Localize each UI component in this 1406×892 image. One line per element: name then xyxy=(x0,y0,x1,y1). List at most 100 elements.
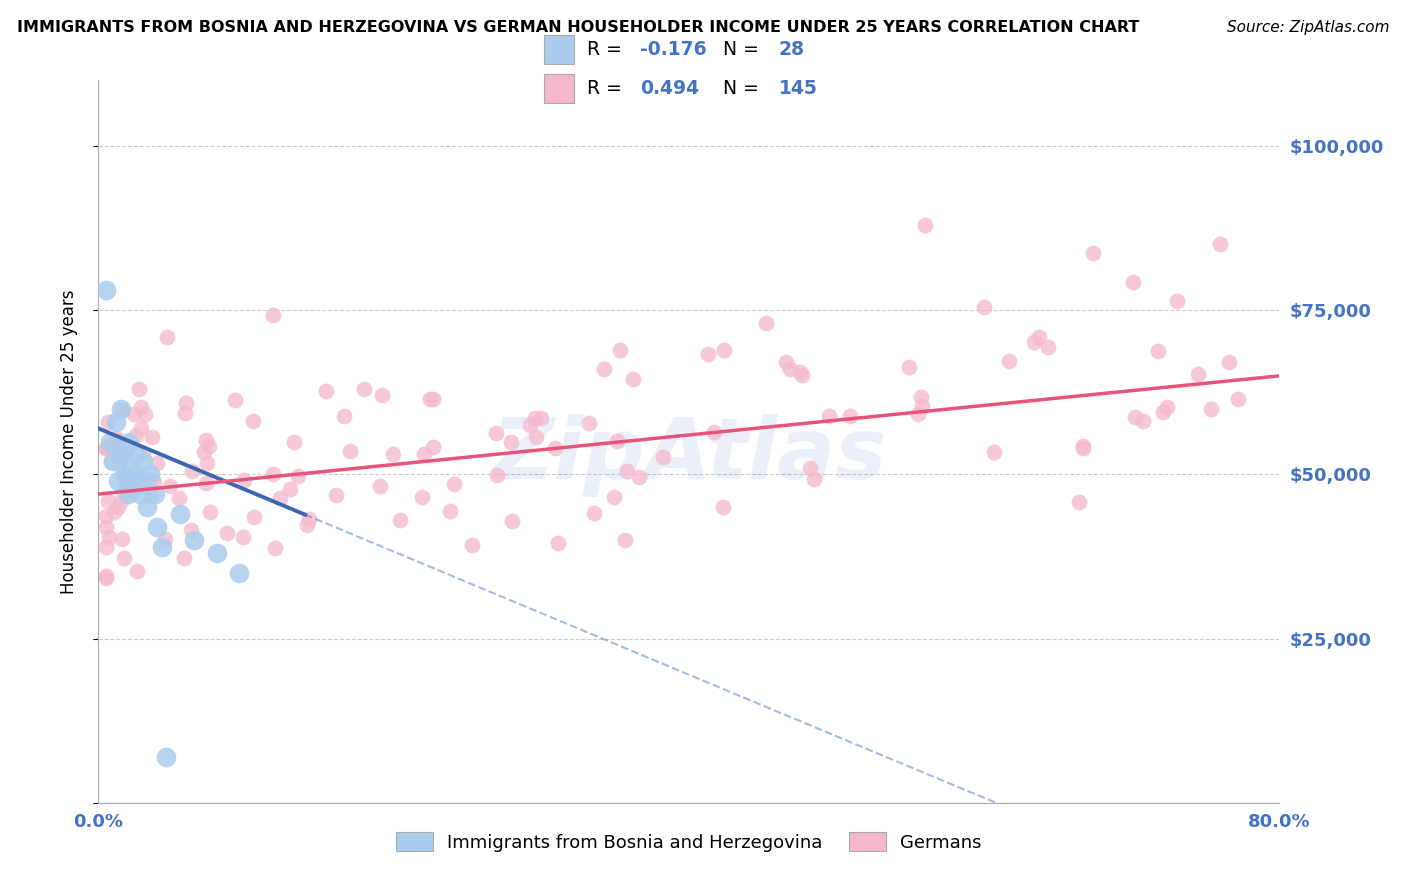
Point xyxy=(1069,494,1091,508)
Text: ZipAtlas: ZipAtlas xyxy=(491,415,887,498)
Point xyxy=(159,479,181,493)
Point xyxy=(287,469,309,483)
Point xyxy=(818,409,841,424)
Point xyxy=(150,540,173,554)
Point xyxy=(422,440,444,454)
Point xyxy=(128,382,150,396)
Point xyxy=(283,434,305,449)
Point xyxy=(799,461,821,475)
Point xyxy=(180,524,202,538)
Point xyxy=(115,441,138,455)
Text: -0.176: -0.176 xyxy=(640,40,707,59)
Point xyxy=(131,421,153,435)
Point xyxy=(156,330,179,344)
Point xyxy=(96,509,118,524)
Point xyxy=(775,355,797,369)
Point xyxy=(1071,442,1094,456)
Point xyxy=(195,433,218,447)
Text: IMMIGRANTS FROM BOSNIA AND HERZEGOVINA VS GERMAN HOUSEHOLDER INCOME UNDER 25 YEA: IMMIGRANTS FROM BOSNIA AND HERZEGOVINA V… xyxy=(17,20,1139,35)
Point xyxy=(103,505,125,519)
Point xyxy=(169,507,191,521)
Point xyxy=(911,399,934,413)
Point xyxy=(461,538,484,552)
Point xyxy=(499,435,522,450)
Point xyxy=(907,408,929,422)
Point xyxy=(198,505,221,519)
Point xyxy=(602,490,624,504)
Point xyxy=(333,409,356,423)
Point xyxy=(132,454,155,468)
Point xyxy=(128,478,150,492)
FancyBboxPatch shape xyxy=(544,35,574,64)
Point xyxy=(107,457,129,471)
Point xyxy=(94,520,117,534)
Point xyxy=(368,479,391,493)
Point xyxy=(1152,405,1174,419)
Point xyxy=(792,368,814,382)
Point xyxy=(115,439,138,453)
Point xyxy=(131,446,153,460)
Point xyxy=(593,361,616,376)
Point xyxy=(621,372,644,386)
Point xyxy=(547,536,569,550)
Point xyxy=(524,410,547,425)
Point xyxy=(298,512,321,526)
Point xyxy=(419,392,441,406)
Point xyxy=(100,455,122,469)
FancyBboxPatch shape xyxy=(544,74,574,103)
Point xyxy=(107,500,129,515)
Point xyxy=(839,409,862,423)
Point xyxy=(696,347,718,361)
Point xyxy=(155,749,177,764)
Point xyxy=(111,434,134,449)
Point xyxy=(1199,402,1222,417)
Point xyxy=(94,569,117,583)
Point xyxy=(910,390,932,404)
Point xyxy=(544,441,567,455)
Point xyxy=(143,487,166,501)
Text: Source: ZipAtlas.com: Source: ZipAtlas.com xyxy=(1226,20,1389,35)
Point xyxy=(205,546,228,560)
Point xyxy=(1038,340,1060,354)
Point xyxy=(94,541,117,555)
Point xyxy=(789,365,811,379)
Point xyxy=(1166,294,1188,309)
Point xyxy=(141,430,163,444)
Legend: Immigrants from Bosnia and Herzegovina, Germans: Immigrants from Bosnia and Herzegovina, … xyxy=(389,825,988,859)
Point xyxy=(627,470,650,484)
Point xyxy=(107,474,129,488)
Point xyxy=(295,517,318,532)
Point xyxy=(193,444,215,458)
Point xyxy=(652,450,675,465)
Point xyxy=(111,403,134,417)
Point xyxy=(713,343,735,357)
Point xyxy=(339,444,361,458)
Point xyxy=(914,218,936,232)
Point xyxy=(614,533,637,547)
Point xyxy=(501,514,523,528)
Point xyxy=(439,504,461,518)
Point xyxy=(242,414,264,428)
Point xyxy=(262,308,284,322)
Point xyxy=(1227,392,1250,406)
Point xyxy=(122,407,145,421)
Point xyxy=(97,415,120,429)
Point xyxy=(125,427,148,442)
Point xyxy=(128,487,150,501)
Point xyxy=(103,454,125,468)
Point xyxy=(121,481,143,495)
Point xyxy=(183,533,205,547)
Point xyxy=(325,488,347,502)
Text: 0.494: 0.494 xyxy=(640,79,699,98)
Point xyxy=(145,456,167,470)
Point xyxy=(146,520,169,534)
Point xyxy=(112,551,135,566)
Point xyxy=(609,343,631,357)
Point xyxy=(232,529,254,543)
Point xyxy=(94,441,117,455)
Y-axis label: Householder Income Under 25 years: Householder Income Under 25 years xyxy=(59,289,77,594)
Point xyxy=(110,401,132,416)
Point xyxy=(142,475,165,490)
Point xyxy=(114,479,136,493)
Point xyxy=(779,362,801,376)
